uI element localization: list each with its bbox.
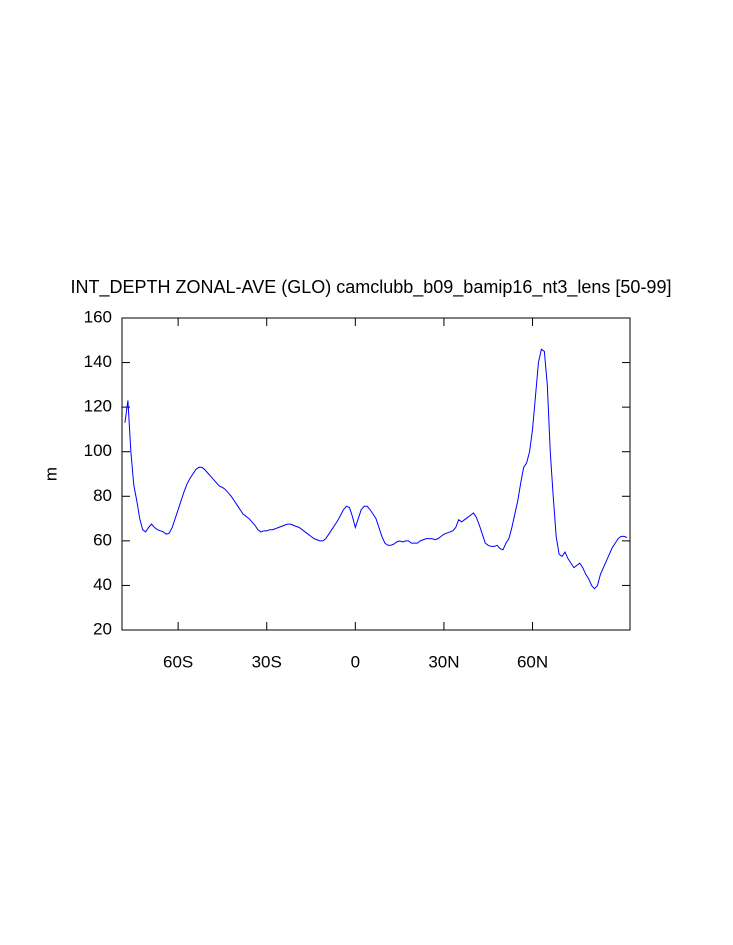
y-axis-label: m <box>41 467 60 481</box>
x-tick-label: 60N <box>517 652 548 671</box>
y-tick-label: 60 <box>93 530 112 549</box>
chart-title: INT_DEPTH ZONAL-AVE (GLO) camclubb_b09_b… <box>71 277 672 298</box>
plot-frame <box>121 317 631 631</box>
y-tick-label: 100 <box>84 441 112 460</box>
x-tick-label: 30N <box>428 652 459 671</box>
y-tick-label: 120 <box>84 397 112 416</box>
y-tick-label: 160 <box>84 307 112 326</box>
data-line <box>124 348 628 590</box>
y-tick-label: 20 <box>93 619 112 638</box>
x-tick-label: 0 <box>351 652 360 671</box>
x-tick-label: 30S <box>252 652 282 671</box>
y-tick-label: 80 <box>93 486 112 505</box>
x-tick-label: 60S <box>163 652 193 671</box>
y-tick-label: 40 <box>93 575 112 594</box>
y-tick-label: 140 <box>84 352 112 371</box>
